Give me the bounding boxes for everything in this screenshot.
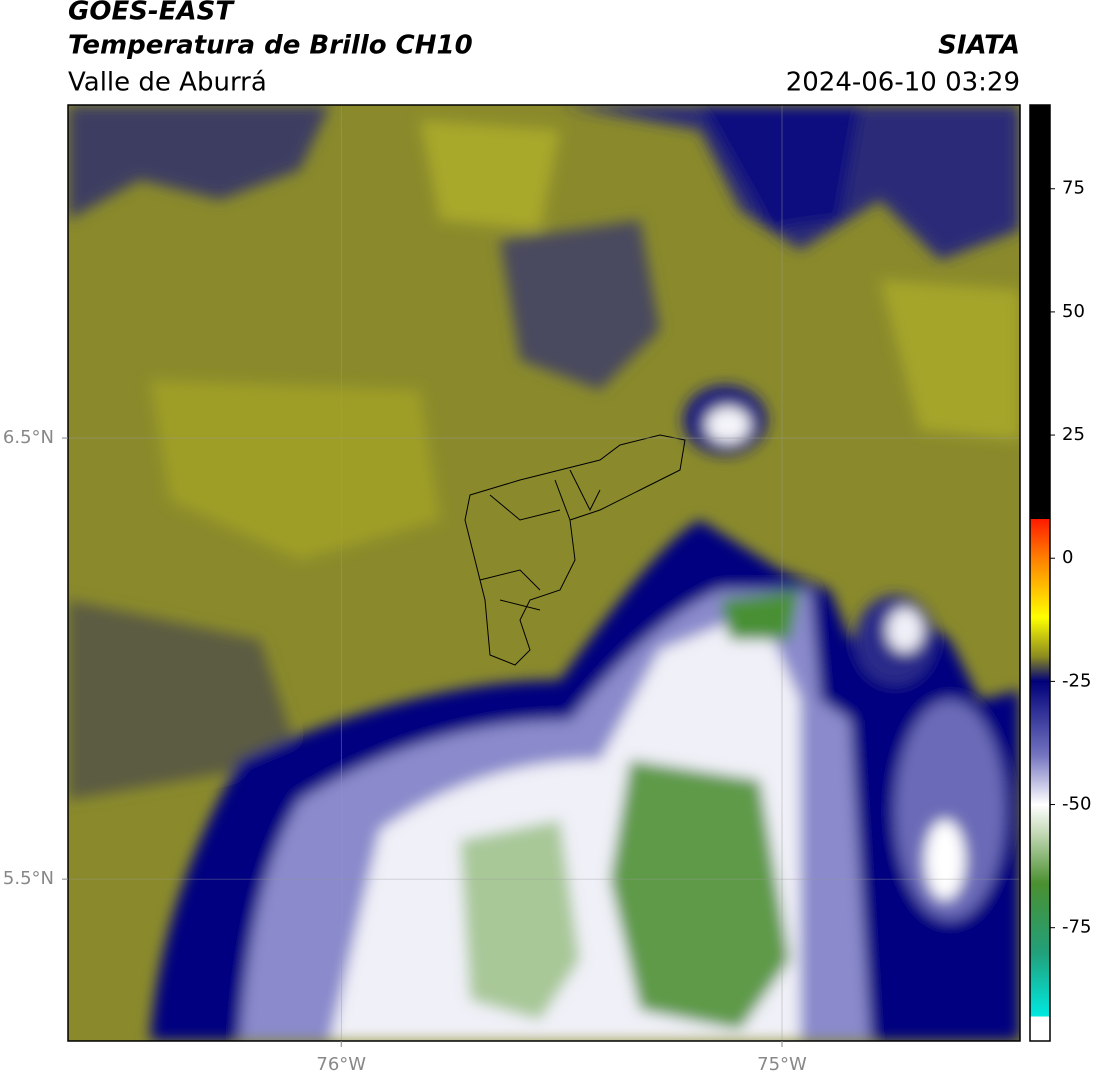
map-field: [68, 105, 1020, 1041]
title: GOES-EAST: [68, 0, 235, 27]
x-tick-label: 76°W: [316, 1054, 366, 1075]
map-frame: [67, 104, 1021, 1042]
region: Valle de Aburrá: [68, 68, 267, 98]
colorbar-tick-label: -50: [1062, 794, 1091, 815]
grid: [68, 105, 1020, 1041]
colorbar-tick-label: 25: [1062, 424, 1085, 445]
datetime: 2024-06-10 03:29: [786, 68, 1020, 98]
agency: SIATA: [938, 31, 1020, 61]
x-tick-label: 75°W: [757, 1054, 807, 1075]
colorbar-tick-label: -25: [1062, 670, 1091, 691]
subtitle: Temperatura de Brillo CH10: [68, 31, 473, 61]
colorbar-tick-label: 75: [1062, 178, 1085, 199]
colorbar-tick-label: -75: [1062, 917, 1091, 938]
y-tick-label: 6.5°N: [3, 427, 54, 448]
y-tick-label: 5.5°N: [3, 868, 54, 889]
colorbar-tick-label: 50: [1062, 301, 1085, 322]
colorbar: [1029, 104, 1051, 1042]
colorbar-tick-label: 0: [1062, 547, 1073, 568]
